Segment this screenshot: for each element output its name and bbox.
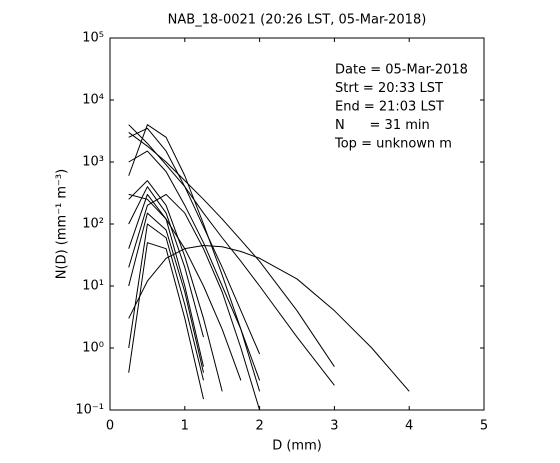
series-line [128, 186, 204, 338]
chart-title: NAB_18-0021 (20:26 LST, 05-Mar-2018) [168, 13, 427, 28]
y-tick-label: 10¹ [82, 279, 104, 294]
series-line [128, 242, 204, 400]
x-tick-label: 1 [181, 419, 189, 434]
series-line [128, 212, 204, 373]
series-line [128, 193, 242, 381]
annotation: N = 31 min [335, 118, 430, 133]
annotation: Top = unknown m [334, 137, 452, 152]
y-tick-label: 10² [82, 217, 104, 232]
series-line [128, 223, 204, 381]
series-line [128, 127, 261, 355]
x-tick-label: 0 [106, 419, 114, 434]
x-tick-label: 3 [330, 419, 338, 434]
y-tick-label: 10³ [82, 155, 104, 170]
x-tick-label: 2 [255, 419, 263, 434]
series-line [128, 150, 261, 381]
x-tick-label: 5 [480, 419, 488, 434]
annotation: End = 21:03 LST [335, 100, 444, 115]
x-tick-label: 4 [405, 419, 413, 434]
series-line [128, 180, 223, 392]
series-line [128, 193, 261, 410]
y-tick-label: 10⁰ [82, 341, 104, 356]
annotation: Strt = 20:33 LST [335, 81, 443, 96]
annotation: Date = 05-Mar-2018 [335, 63, 468, 78]
y-tick-label: 10⁴ [82, 93, 104, 108]
y-tick-label: 10⁵ [82, 31, 104, 46]
lines [128, 124, 410, 410]
series-line [128, 132, 335, 367]
x-axis-label: D (mm) [272, 439, 322, 454]
y-tick-label: 10⁻¹ [75, 403, 104, 418]
y-axis-label: N(D) (mm⁻¹ m⁻³) [55, 169, 70, 279]
series-line [128, 124, 261, 392]
